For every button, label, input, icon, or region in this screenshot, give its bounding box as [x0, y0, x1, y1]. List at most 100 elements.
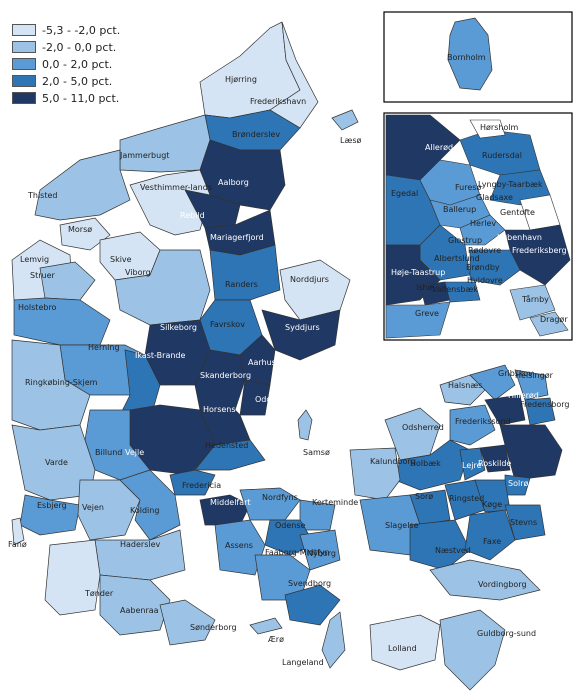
municipality-label: Syddjurs — [285, 323, 320, 332]
municipality-label: Hjørring — [225, 75, 257, 84]
municipality-label: Roskilde — [478, 459, 511, 468]
region-ringkobing-skjem — [11, 339, 91, 431]
municipality-label: Aabenraa — [120, 606, 159, 615]
region-halsnaes — [439, 374, 486, 406]
inset-municipality-label: Hvidovre — [467, 276, 503, 285]
inset-municipality-label: Hørsholm — [480, 123, 519, 132]
inset-municipality-label: Brøndby — [466, 263, 500, 272]
region-gribskov — [469, 364, 516, 401]
inset-municipality-label: Furesø — [455, 183, 481, 192]
legend-label: 0,0 - 2,0 pct. — [42, 57, 113, 71]
inset-municipality-label: Greve — [415, 309, 439, 318]
inset-municipality-label: København — [497, 233, 542, 242]
municipality-label: Tønder — [84, 589, 114, 598]
region-fredericia — [169, 469, 216, 496]
inset-municipality-label: Høje-Taastrup — [391, 268, 445, 277]
legend-item: -2,0 - 0,0 pct. — [12, 39, 120, 55]
municipality-label: Billund — [95, 448, 122, 457]
inset-municipality-label: Glostrup — [448, 236, 482, 245]
region-langeland — [321, 611, 346, 669]
municipality-label: Mariagerfjord — [210, 233, 264, 242]
municipality-label: Samsø — [303, 448, 330, 457]
region-fredensborg — [524, 397, 556, 426]
legend-label: -2,0 - 0,0 pct. — [42, 40, 117, 54]
municipality-label: Skive — [110, 255, 132, 264]
region-helsingor — [514, 369, 549, 401]
inset-municipality-label: Allerød — [425, 143, 453, 152]
inset-municipality-label: Rødovre — [468, 246, 501, 255]
municipality-label: Struer — [30, 271, 55, 280]
region-odense — [264, 519, 316, 556]
municipality-label: Haderslev — [120, 540, 161, 549]
municipality-label: Faaborg-Midtfyn — [265, 548, 330, 557]
municipality-label: Odense — [275, 521, 306, 530]
region-nordfyns — [239, 487, 301, 521]
inset-municipality-label: Lyngby-Taarbæk — [478, 180, 543, 189]
municipality-label: Kolding — [130, 506, 159, 515]
region-lejre — [459, 447, 486, 481]
municipality-label: Køge — [482, 500, 502, 509]
inset-municipality-label: Gentofte — [500, 208, 535, 217]
municipality-label: Brønderslev — [232, 130, 280, 139]
municipality-label: Stevns — [510, 518, 537, 527]
legend-swatch — [12, 58, 36, 70]
municipality-label: Helsingør — [515, 371, 554, 380]
inset-bornholm: Bornholm — [383, 11, 573, 103]
legend-swatch — [12, 75, 36, 87]
region-aero — [249, 617, 283, 635]
municipality-label: Læsø — [340, 136, 361, 145]
municipality-label: Herning — [88, 343, 120, 352]
region-stevns — [504, 504, 546, 541]
municipality-label: Gribskov — [498, 369, 533, 378]
municipality-label: Fredensborg — [520, 400, 570, 409]
municipality-label: Vejen — [82, 503, 104, 512]
region-holstebro — [13, 297, 111, 346]
municipality-label: Hillerød — [508, 391, 539, 400]
inset-municipality-label: Ballerup — [443, 205, 476, 214]
municipality-label: Vordingborg — [478, 580, 527, 589]
inset-municipality-label: Herlev — [470, 219, 496, 228]
region-odder — [239, 379, 271, 416]
municipality-label: Nordfyns — [262, 493, 298, 502]
municipality-label: Rebild — [180, 211, 205, 220]
region-middelfart — [199, 494, 251, 526]
region-nyborg — [299, 529, 341, 571]
jutland — [11, 21, 359, 646]
municipality-label: Lemvig — [20, 255, 49, 264]
region-faaborg-midtfyn — [254, 554, 311, 601]
municipality-label: Lolland — [388, 644, 417, 653]
region-odsherred — [384, 407, 441, 461]
label-bornholm: Bornholm — [447, 53, 486, 62]
municipality-label: Sorø — [415, 492, 433, 501]
municipality-label: Faxe — [483, 537, 501, 546]
municipality-label: Aalborg — [218, 178, 249, 187]
region-kolding — [119, 469, 181, 541]
municipality-label: Kerteminde — [312, 498, 358, 507]
region-struer — [39, 261, 96, 301]
municipality-label: Jammerbugt — [119, 151, 169, 160]
legend-label: 5,0 - 11,0 pct. — [42, 91, 120, 105]
municipality-label: Holbæk — [410, 459, 441, 468]
municipality-label: Langeland — [282, 658, 324, 667]
municipality-label: Odder — [255, 395, 280, 404]
legend-item: 5,0 - 11,0 pct. — [12, 90, 120, 106]
region-frederikssund — [449, 404, 496, 446]
municipality-label: Nyborg — [307, 549, 336, 558]
legend-item: 0,0 - 2,0 pct. — [12, 56, 120, 72]
municipality-label: Slagelse — [385, 521, 419, 530]
region-sonderborg — [159, 599, 216, 646]
municipality-label: Middelfart — [210, 498, 251, 507]
municipality-label: Ærø — [268, 635, 284, 644]
municipality-label: Holstebro — [18, 303, 57, 312]
region-faxe — [464, 509, 516, 561]
legend: -5,3 - -2,0 pct. -2,0 - 0,0 pct. 0,0 - 2… — [12, 22, 120, 107]
region-tonder — [44, 539, 101, 616]
inset-municipality-label: Rudersdal — [482, 151, 522, 160]
region-guldborgsund — [439, 609, 506, 691]
municipality-label: Odsherred — [402, 423, 444, 432]
municipality-label: Assens — [225, 541, 253, 550]
region-kalundborg — [349, 447, 401, 501]
inset-municipality-label: Albertslund — [434, 254, 480, 263]
region-roskilde — [479, 444, 511, 473]
municipality-label: Skanderborg — [200, 371, 251, 380]
